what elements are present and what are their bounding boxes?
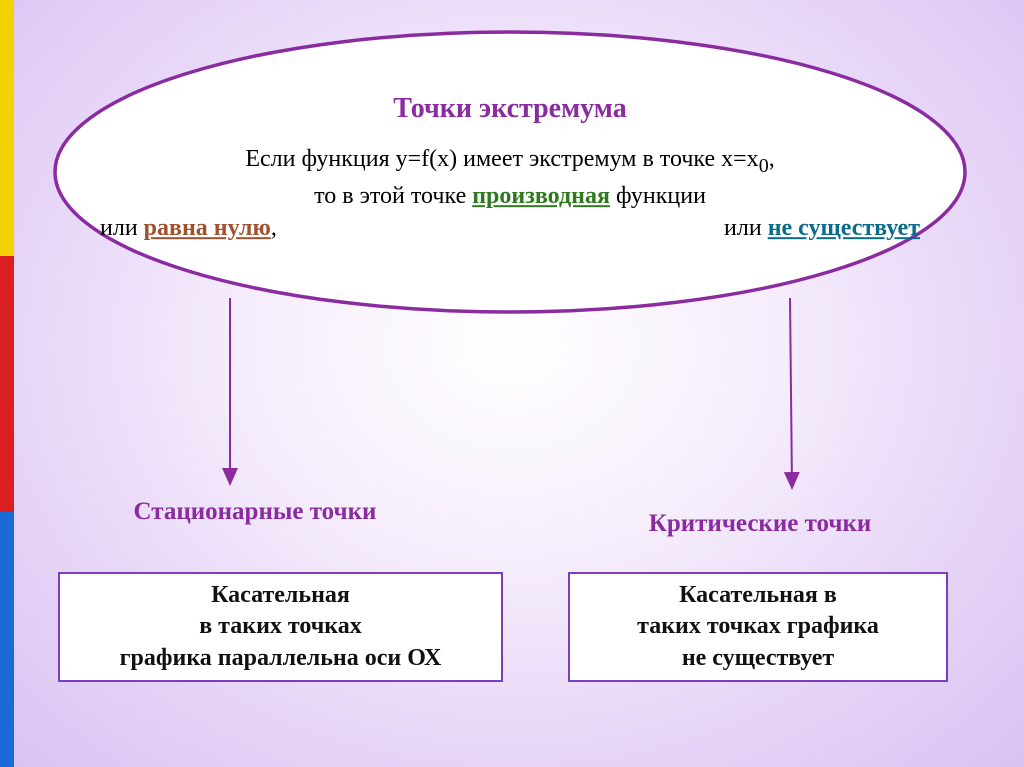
line2-derivative-link: производная [472,183,610,209]
ellipse-text-block: Точки экстремума Если функция y=f(x) име… [100,93,920,245]
box-left-line2: в таких точках [199,613,362,639]
box-right-line1: Касательная в [679,582,837,608]
line3-right-u: не существует [768,215,920,241]
slide-content: Точки экстремума Если функция y=f(x) име… [0,0,1024,767]
box-left: Касательная в таких точках графика парал… [58,572,503,682]
line3-left-b: , [271,215,277,241]
ellipse-container: Точки экстремума Если функция y=f(x) име… [50,22,970,322]
line3-left-u: равна нулю [144,215,271,241]
branch-label-right: Критические точки [600,510,920,538]
arrow-right [790,298,792,486]
ellipse-line-1: Если функция y=f(x) имеет экстремум в то… [100,143,920,180]
line3-right: или не существует [724,212,920,244]
line2-b: функции [610,183,706,209]
line1-sub: 0 [759,155,769,177]
box-left-line3: графика параллельна оси ОХ [120,645,442,671]
ellipse-line-3: или равна нулю, или не существует [100,212,920,244]
box-right-text: Касательная в таких точках графика не су… [637,580,879,674]
line2-a: то в этой точке [314,183,472,209]
box-left-text: Касательная в таких точках графика парал… [120,580,442,674]
box-right-line2: таких точках графика [637,613,879,639]
ellipse-title: Точки экстремума [100,93,920,125]
line3-right-a: или [724,215,768,241]
line3-left: или равна нулю, [100,212,277,244]
branch-label-left: Стационарные точки [95,498,415,526]
box-right-line3: не существует [682,645,834,671]
line3-left-a: или [100,215,144,241]
line1-a: Если функция y=f(x) имеет экстремум в то… [245,146,758,172]
box-left-line1: Касательная [211,582,350,608]
line1-b: , [769,146,775,172]
ellipse-line-2: то в этой точке производная функции [100,180,920,212]
box-right: Касательная в таких точках графика не су… [568,572,948,682]
